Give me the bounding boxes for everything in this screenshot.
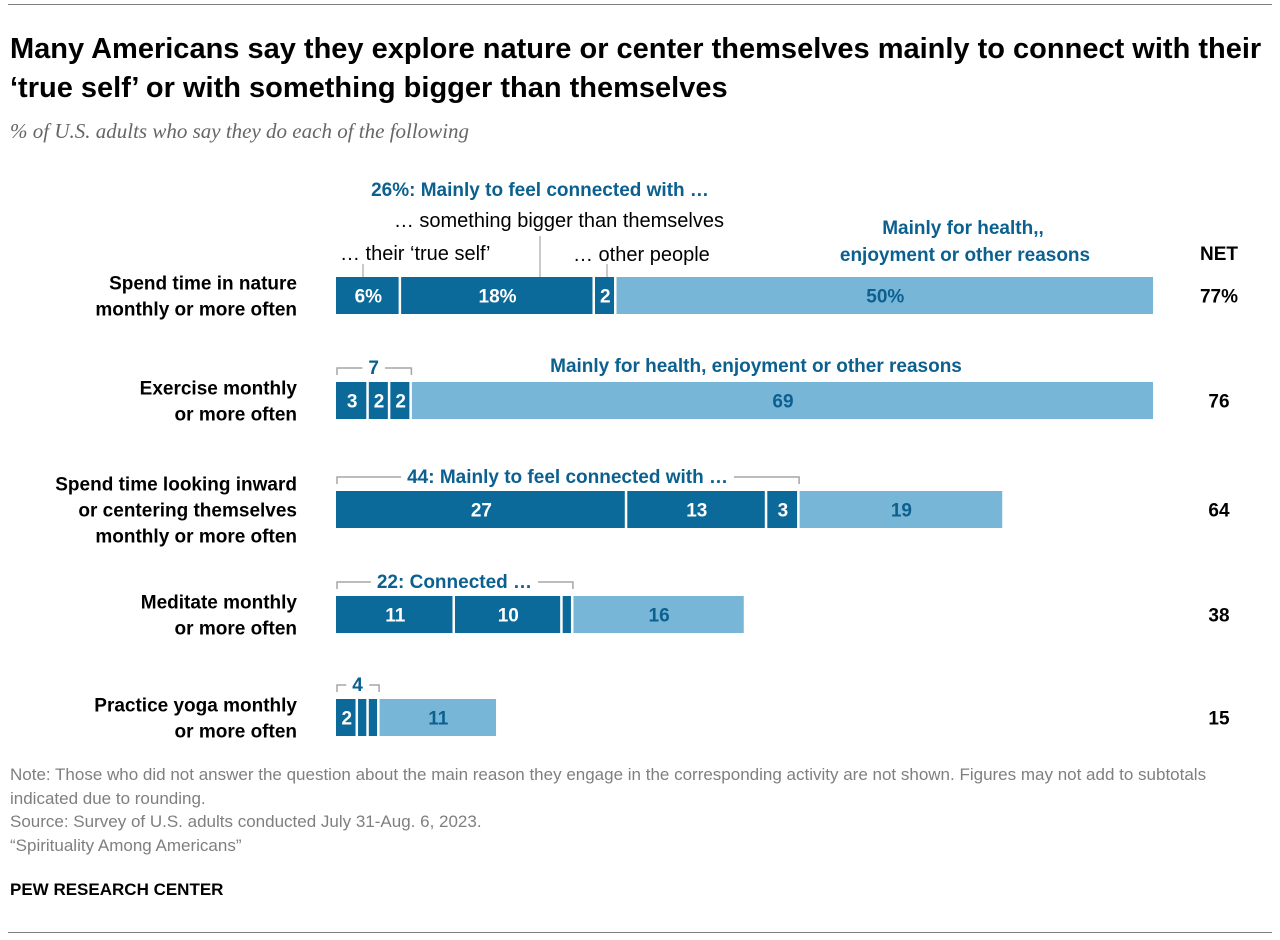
- subtotal-label: 22: Connected …: [377, 572, 532, 593]
- legend-other-people: … other people: [573, 244, 710, 266]
- bar-segment: [562, 596, 572, 633]
- segment-divider: [366, 699, 369, 736]
- legend-true-self: … their ‘true self’: [340, 243, 490, 265]
- bar-segment: [389, 382, 410, 419]
- data-label: 6%: [355, 287, 383, 308]
- data-label: 13: [686, 501, 707, 522]
- segment-divider: [366, 382, 369, 419]
- net-value: 77%: [1200, 287, 1238, 308]
- segment-divider: [592, 277, 595, 314]
- bar-segment: [336, 699, 357, 736]
- data-label: 2: [374, 392, 385, 413]
- category-label: Practice yoga monthly: [94, 696, 297, 717]
- data-label: 50%: [866, 287, 904, 308]
- bar-segment: [594, 277, 615, 314]
- chart-title: Many Americans say they explore nature o…: [10, 33, 1262, 104]
- segment-divider: [764, 491, 768, 528]
- bar-segment: [626, 491, 766, 528]
- bar-segment: [799, 491, 1003, 528]
- segment-divider: [560, 596, 563, 633]
- source-text: Source: Survey of U.S. adults conducted …: [10, 812, 482, 831]
- bar-segment: [336, 491, 626, 528]
- category-label: Spend time in nature: [109, 274, 297, 295]
- bar-segment: [357, 699, 367, 736]
- bar-segment: [411, 382, 1154, 419]
- top-rule: [8, 4, 1272, 5]
- data-label: 11: [428, 709, 449, 730]
- legend-health-row2: Mainly for health, enjoyment or other re…: [550, 356, 962, 377]
- segment-divider: [624, 491, 628, 528]
- category-label: Spend time looking inward: [55, 475, 297, 496]
- data-label: 69: [772, 392, 793, 413]
- data-label: 3: [347, 392, 358, 413]
- legend-total-connected: 26%: Mainly to feel connected with …: [371, 180, 709, 201]
- data-label: 18%: [479, 287, 517, 308]
- bar-segment: [766, 491, 798, 528]
- legend-health-line2: enjoyment or other reasons: [840, 245, 1090, 266]
- data-label: 11: [385, 606, 406, 627]
- bar-segment: [368, 382, 389, 419]
- data-label: 2: [395, 392, 406, 413]
- data-label: 16: [649, 606, 670, 627]
- legend-health-line1: Mainly for health,,: [882, 218, 1044, 239]
- notes-block: Note: Those who did not answer the quest…: [10, 763, 1260, 857]
- net-value: 64: [1208, 501, 1230, 522]
- subtotal-label: 4: [352, 675, 363, 696]
- chart-subtitle: % of U.S. adults who say they do each of…: [10, 119, 470, 143]
- net-value: 76: [1208, 392, 1229, 413]
- data-label: 27: [471, 501, 492, 522]
- note-text: Note: Those who did not answer the quest…: [10, 765, 1207, 808]
- brand-logo-text: PEW RESEARCH CENTER: [10, 880, 224, 899]
- bar-segment: [368, 699, 378, 736]
- bracket-gap: [401, 474, 735, 480]
- bottom-rule: [8, 932, 1272, 933]
- bracket-gap: [346, 682, 370, 688]
- data-label: 2: [600, 287, 611, 308]
- bar-segment: [336, 596, 453, 633]
- subtotal-label: 44: Mainly to feel connected with …: [407, 467, 728, 488]
- legend-something-bigger: … something bigger than themselves: [394, 210, 724, 232]
- segment-divider: [570, 596, 574, 633]
- stacked-bar-chart: NET Spend time in nature monthly or more o…: [55, 180, 1238, 743]
- segment-divider: [355, 699, 359, 736]
- report-title: “Spirituality Among Americans”: [10, 835, 242, 855]
- category-label: or more often: [175, 722, 297, 743]
- category-label: Exercise monthly: [140, 379, 298, 400]
- category-label: or more often: [175, 405, 297, 426]
- bracket-gap: [362, 365, 385, 371]
- segment-divider: [387, 382, 391, 419]
- bar-segment: [336, 382, 367, 419]
- bar-segment: [336, 277, 400, 314]
- category-label: Meditate monthly: [141, 593, 298, 614]
- net-value: 15: [1208, 709, 1230, 730]
- data-label: 2: [341, 709, 352, 730]
- bar-segment: [616, 277, 1154, 314]
- net-header: NET: [1200, 244, 1238, 265]
- subtotal-label: 7: [368, 358, 379, 379]
- data-label: 3: [778, 501, 789, 522]
- segment-divider: [452, 596, 455, 633]
- category-label: or centering themselves: [78, 501, 297, 522]
- bracket-gap: [370, 579, 539, 585]
- category-label: monthly or more often: [95, 300, 297, 321]
- data-label: 10: [498, 606, 519, 627]
- segment-divider: [797, 491, 800, 528]
- bar-segment: [454, 596, 561, 633]
- segment-divider: [614, 277, 617, 314]
- category-label: or more often: [175, 619, 297, 640]
- bar-segment: [400, 277, 593, 314]
- segment-divider: [409, 382, 412, 419]
- bar-segment: [572, 596, 744, 633]
- net-value: 38: [1208, 606, 1229, 627]
- segment-divider: [398, 277, 402, 314]
- bar-segment: [379, 699, 497, 736]
- category-label: monthly or more often: [95, 527, 297, 548]
- segment-divider: [377, 699, 380, 736]
- data-label: 19: [891, 501, 912, 522]
